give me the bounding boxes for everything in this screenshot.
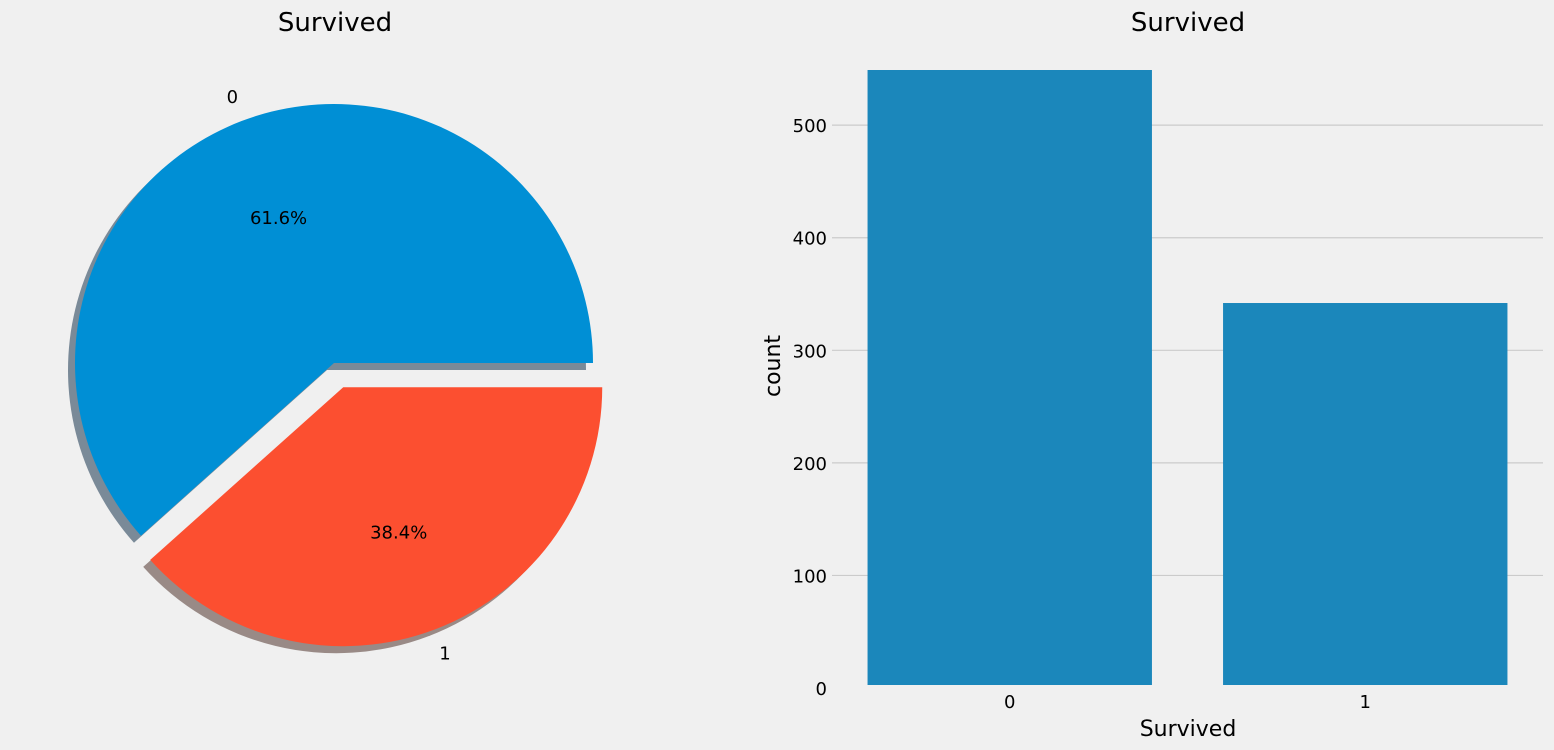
y-tick-label: 100 [793,566,827,587]
bar-0 [867,70,1152,685]
pie-percent-label-1: 38.4% [370,522,427,543]
pie-labels: 0 61.6% 1 38.4% [227,87,451,664]
pie-slices [75,104,603,647]
y-tick-label: 400 [793,229,827,250]
y-tick-label: 500 [793,116,827,137]
pie-label-0: 0 [227,87,238,108]
y-tick-label: 0 [816,679,827,700]
x-tick-label: 1 [1360,692,1371,713]
bar-bars [867,70,1508,685]
bar-title: Survived [1131,8,1245,38]
pie-slice-1 [150,387,603,647]
bar-x-axis-label: Survived [1140,717,1237,742]
y-tick-label: 300 [793,341,827,362]
pie-percent-label-0: 61.6% [250,208,307,229]
bar-1 [1223,303,1508,685]
bar-y-ticks: 0 100 200 300 400 500 [793,116,827,700]
bar-y-axis-label: count [761,335,786,397]
pie-label-1: 1 [439,643,450,664]
x-tick-label: 0 [1004,692,1015,713]
pie-slice-0 [75,104,593,536]
pie-title: Survived [278,8,392,38]
y-tick-label: 200 [793,454,827,475]
pie-chart: Survived 0 61.6% 1 38.4% [67,8,603,664]
